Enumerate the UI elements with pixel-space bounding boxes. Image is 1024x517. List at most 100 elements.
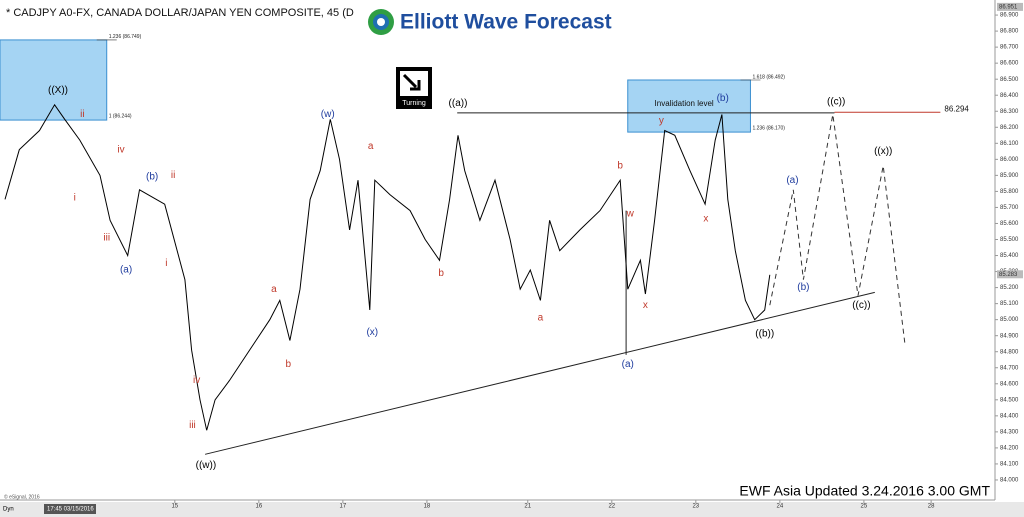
wave-label: (x) <box>366 327 378 338</box>
target-zone <box>627 79 751 133</box>
wave-label: a <box>368 141 374 152</box>
y-tick-label: 86.400 <box>1000 93 1019 99</box>
x-tick-label: 22 <box>608 504 615 510</box>
wave-label: a <box>271 284 277 295</box>
wave-label: ((w)) <box>196 460 217 471</box>
y-tick-label: 84.100 <box>1000 462 1019 468</box>
wave-label: a <box>538 313 544 324</box>
x-tick-label: 17 <box>340 504 347 510</box>
zone-bottom-label: 1 (86.244) <box>109 113 132 119</box>
wave-label: ((b)) <box>755 329 774 340</box>
wave-label: ((c)) <box>852 300 870 311</box>
y-tick-label: 85.000 <box>1000 317 1019 323</box>
wave-label: ii <box>171 170 175 181</box>
y-tick-label: 84.500 <box>1000 397 1019 403</box>
y-tick-label: 86.900 <box>1000 13 1019 19</box>
price-tag-box <box>997 2 1023 11</box>
x-tick-label: 23 <box>692 504 699 510</box>
y-tick-label: 86.800 <box>1000 29 1019 35</box>
y-tick-label: 85.800 <box>1000 189 1019 195</box>
footer: EWF Asia Updated 3.24.2016 3.00 GMT <box>739 483 990 499</box>
wave-label: i <box>74 192 76 203</box>
y-tick-label: 84.000 <box>1000 478 1019 484</box>
projection-path <box>769 114 906 346</box>
wave-label: iii <box>189 420 196 431</box>
y-tick-label: 85.900 <box>1000 173 1019 179</box>
y-tick-label: 85.700 <box>1000 205 1019 211</box>
wave-label: y <box>659 116 664 127</box>
y-tick-label: 86.600 <box>1000 61 1019 67</box>
y-tick-label: 85.200 <box>1000 285 1019 291</box>
wave-label: w <box>626 208 635 219</box>
zone-label: Invalidation level <box>655 99 714 108</box>
zone-top-label: 1.236 (86.749) <box>109 34 142 40</box>
wave-label: b <box>617 160 623 171</box>
wave-label: b <box>285 359 291 370</box>
x-tick-label: 28 <box>928 504 935 510</box>
y-tick-label: 85.500 <box>1000 237 1019 243</box>
wave-label: ((X)) <box>48 85 68 96</box>
wave-label: (a) <box>120 265 132 276</box>
x-tick-label: 25 <box>861 504 868 510</box>
y-tick-label: 86.200 <box>1000 125 1019 131</box>
chart-title: * CADJPY A0-FX, CANADA DOLLAR/JAPAN YEN … <box>6 7 354 19</box>
y-tick-label: 85.600 <box>1000 221 1019 227</box>
y-tick-label: 84.300 <box>1000 429 1019 435</box>
toolbar-date-box <box>44 504 96 514</box>
trendline <box>204 291 875 455</box>
wave-label: iii <box>103 233 110 244</box>
wave-label: x <box>703 213 708 224</box>
wave-label: iv <box>117 144 124 155</box>
toolbar <box>0 502 1024 517</box>
x-tick-label: 21 <box>524 504 531 510</box>
badge-text: Turning <box>402 100 426 107</box>
zone-bottom-label: 1.236 (86.170) <box>752 125 785 131</box>
logo: Elliott Wave Forecast <box>368 9 612 35</box>
price-tag-box <box>997 270 1023 279</box>
wave-label: ((a)) <box>449 98 468 109</box>
level-label: 86.294 <box>944 104 969 113</box>
x-tick-label: 15 <box>171 504 178 510</box>
y-tick-label: 84.200 <box>1000 445 1019 451</box>
wave-label: b <box>438 268 444 279</box>
y-tick-label: 84.600 <box>1000 381 1019 387</box>
y-tick-label: 86.100 <box>1000 141 1019 147</box>
y-tick-label: 85.400 <box>1000 253 1019 259</box>
y-tick-label: 84.900 <box>1000 333 1019 339</box>
wave-label: (b) <box>797 282 809 293</box>
x-tick-label: 18 <box>424 504 431 510</box>
wave-label: ((c)) <box>827 96 845 107</box>
wave-label: iv <box>193 375 200 386</box>
zone-top-label: 1.618 (86.492) <box>752 74 785 80</box>
y-tick-label: 86.000 <box>1000 157 1019 163</box>
badge-arrow <box>402 73 421 91</box>
wave-label: (w) <box>321 109 335 120</box>
target-zone <box>0 39 108 121</box>
logo-text: Elliott Wave Forecast <box>400 11 612 34</box>
x-tick-label: 24 <box>777 504 784 510</box>
wave-label: (b) <box>717 93 729 104</box>
price-line <box>4 103 771 431</box>
y-tick-label: 85.100 <box>1000 301 1019 307</box>
logo-icon-core <box>377 18 385 26</box>
wave-label: ((x)) <box>874 146 892 157</box>
y-tick-label: 84.800 <box>1000 349 1019 355</box>
wave-label: ii <box>80 109 84 120</box>
wave-label: (b) <box>146 172 158 183</box>
y-tick-label: 84.700 <box>1000 365 1019 371</box>
wave-label: i <box>165 258 167 269</box>
copyright: © eSignal, 2016 <box>4 493 40 500</box>
wave-label: (a) <box>622 359 634 370</box>
y-tick-label: 86.500 <box>1000 77 1019 83</box>
y-tick-label: 86.700 <box>1000 45 1019 51</box>
price-tag: 86.951 <box>999 4 1018 10</box>
turning-badge: Turning <box>396 67 432 109</box>
toolbar-date: 17:45 03/15/2016 <box>47 507 94 513</box>
wave-label: x <box>643 300 648 311</box>
price-tag: 85.283 <box>999 272 1018 278</box>
wave-label: (a) <box>786 175 798 186</box>
toolbar-item: Dyn <box>3 507 14 513</box>
y-tick-label: 84.400 <box>1000 413 1019 419</box>
